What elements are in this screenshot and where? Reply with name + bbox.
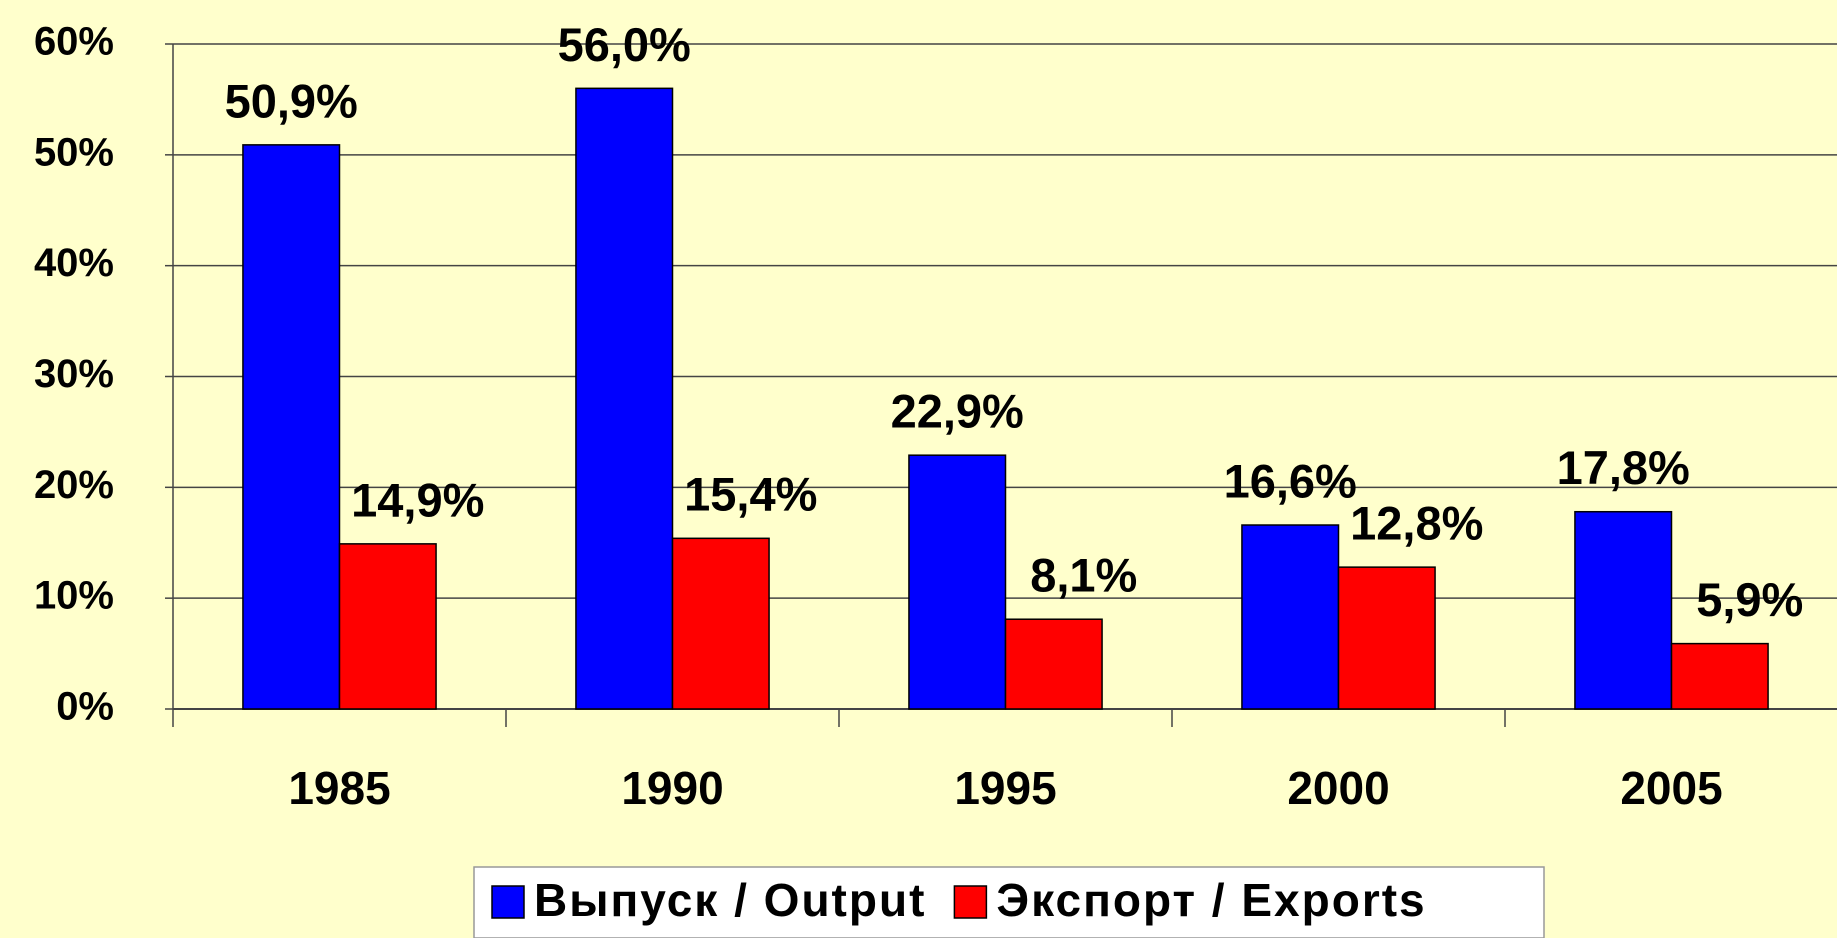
bar (1004, 618, 1103, 710)
x-tick-label: 1990 (621, 762, 723, 814)
bar (575, 87, 674, 710)
data-label: 15,4% (684, 468, 817, 521)
bar (1574, 510, 1673, 710)
x-tick-label: 1985 (288, 762, 390, 814)
bar (1241, 524, 1340, 710)
bar (338, 543, 437, 710)
data-label: 8,1% (1030, 549, 1137, 602)
data-label: 5,9% (1696, 573, 1803, 626)
x-tick-label: 2005 (1620, 762, 1722, 814)
bar (242, 144, 341, 710)
legend-label: Экспорт / Exports (996, 874, 1426, 926)
data-label: 12,8% (1350, 497, 1483, 550)
legend-box (473, 866, 1545, 938)
y-tick-label: 10% (34, 574, 114, 618)
y-tick-label: 40% (34, 241, 114, 285)
y-tick-label: 0% (56, 685, 114, 729)
y-tick-label: 30% (34, 352, 114, 396)
bar (1670, 642, 1769, 710)
y-tick-label: 50% (34, 130, 114, 174)
data-label: 50,9% (225, 74, 358, 127)
data-label: 22,9% (891, 385, 1024, 438)
bar (671, 537, 770, 710)
data-label: 56,0% (558, 18, 691, 71)
x-tick-label: 2000 (1287, 762, 1389, 814)
data-label: 17,8% (1557, 441, 1690, 494)
data-label: 14,9% (351, 473, 484, 526)
bar (1337, 566, 1436, 710)
y-tick-label: 20% (34, 463, 114, 507)
bar (908, 454, 1007, 710)
y-tick-label: 60% (34, 20, 114, 64)
x-tick-label: 1995 (954, 762, 1056, 814)
data-label: 16,6% (1224, 454, 1357, 507)
legend-label: Выпуск / Output (534, 874, 926, 926)
legend-swatch (491, 885, 525, 919)
legend-swatch (953, 885, 988, 919)
